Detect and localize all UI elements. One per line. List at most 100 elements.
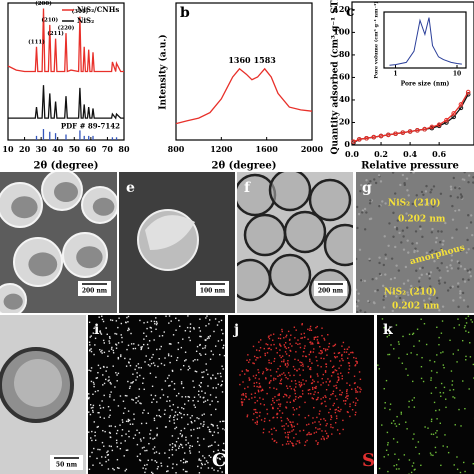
lattice-dot: [407, 194, 410, 197]
element-dot: [270, 428, 273, 430]
element-dot: [184, 330, 187, 332]
element-dot: [176, 418, 179, 420]
element-dot: [101, 441, 104, 444]
element-dot: [178, 319, 180, 322]
element-dot: [324, 395, 326, 397]
element-dot: [143, 409, 145, 411]
peak-label: 1583: [254, 55, 277, 65]
element-dot: [189, 450, 191, 452]
panel-letter: f: [244, 180, 251, 196]
element-dot: [299, 361, 301, 363]
element-dot: [174, 411, 177, 413]
element-dot: [276, 352, 278, 354]
element-dot: [416, 328, 419, 330]
element-dot: [221, 383, 223, 386]
lattice-dot: [445, 266, 449, 269]
element-dot: [156, 434, 158, 437]
element-dot: [90, 370, 92, 372]
lattice-dot: [467, 214, 470, 217]
element-dot: [193, 404, 195, 406]
element-dot: [161, 388, 163, 391]
element-dot: [287, 425, 289, 427]
element-dot: [184, 360, 186, 362]
element-dot: [93, 383, 95, 385]
element-dot: [266, 369, 268, 371]
element-dot: [263, 347, 265, 350]
element-dot: [266, 408, 268, 411]
element-dot: [92, 464, 94, 466]
element-dot: [310, 393, 312, 395]
element-dot: [191, 415, 193, 417]
element-dot: [203, 457, 206, 459]
element-dot: [324, 400, 326, 403]
element-dot: [201, 376, 204, 379]
element-dot: [395, 324, 398, 326]
element-dot: [320, 366, 322, 368]
sphere-opening: [11, 196, 38, 219]
marker: [444, 117, 449, 123]
element-dot: [289, 374, 291, 377]
element-dot: [385, 379, 388, 382]
element-dot: [413, 397, 415, 399]
marker: [386, 132, 391, 138]
element-dot: [88, 431, 90, 433]
marker: [458, 102, 464, 107]
element-dot: [193, 386, 195, 389]
element-dot: [135, 402, 137, 404]
element-dot: [105, 460, 107, 463]
element-dot: [449, 389, 451, 391]
element-dot: [187, 369, 189, 371]
element-dot: [208, 337, 210, 339]
lattice-dot: [414, 247, 417, 250]
element-dot: [171, 435, 174, 437]
element-dot: [171, 380, 173, 383]
element-dot: [384, 402, 386, 404]
element-dot: [424, 426, 426, 428]
element-dot: [273, 377, 275, 380]
element-dot: [107, 355, 109, 357]
element-dot: [103, 417, 105, 419]
element-dot: [222, 368, 224, 370]
lattice-dot: [458, 261, 461, 265]
element-dot: [355, 357, 357, 360]
element-dot: [113, 469, 115, 471]
element-dot: [325, 405, 327, 407]
element-dot: [220, 375, 222, 378]
element-dot: [304, 417, 306, 419]
element-dot: [136, 443, 139, 446]
lattice-dot: [433, 202, 436, 205]
element-dot: [184, 396, 187, 398]
element-dot: [150, 327, 152, 329]
element-dot: [203, 401, 205, 403]
element-dot: [219, 467, 222, 469]
element-dot: [265, 343, 267, 345]
lattice-dot: [428, 297, 431, 300]
element-dot: [150, 471, 153, 474]
element-dot: [442, 392, 445, 394]
element-dot: [315, 387, 317, 389]
element-dot: [451, 380, 454, 382]
element-dot: [123, 455, 125, 457]
element-dot: [188, 447, 191, 449]
element-dot: [112, 467, 114, 470]
lattice-dot: [459, 292, 462, 295]
element-dot: [268, 338, 271, 340]
element-dot: [212, 387, 214, 389]
element-dot: [154, 394, 157, 397]
lattice-dot: [381, 200, 384, 203]
element-dot: [287, 443, 290, 445]
element-dot: [174, 445, 177, 447]
lattice-dot: [450, 254, 454, 257]
element-dot: [107, 405, 110, 408]
lattice-dot: [417, 280, 421, 283]
element-dot: [288, 431, 291, 433]
element-dot: [109, 409, 111, 411]
element-dot: [203, 423, 205, 426]
element-dot: [254, 396, 256, 398]
element-dot: [325, 432, 328, 435]
element-dot: [254, 408, 257, 411]
element-dot: [253, 355, 256, 358]
element-dot: [299, 374, 301, 376]
element-dot: [291, 430, 293, 432]
element-dot: [324, 419, 327, 422]
